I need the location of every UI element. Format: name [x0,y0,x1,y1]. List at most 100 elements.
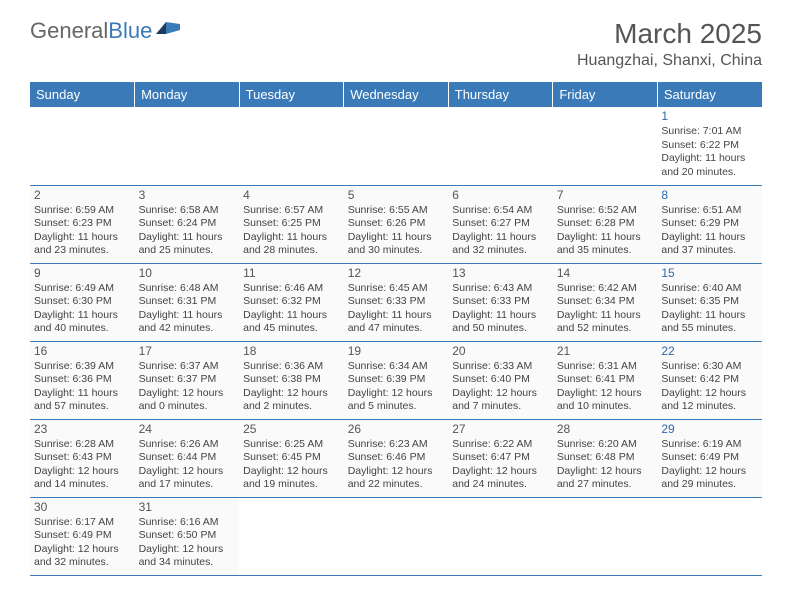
sunrise-text: Sunrise: 6:51 AM [661,204,758,217]
sunrise-text: Sunrise: 6:45 AM [348,282,445,295]
sunset-text: Sunset: 6:33 PM [348,295,445,308]
sunrise-text: Sunrise: 6:43 AM [452,282,549,295]
logo-text-1: General [30,18,108,44]
calendar-day-cell: 25Sunrise: 6:25 AMSunset: 6:45 PMDayligh… [239,419,344,497]
calendar-day-cell: 10Sunrise: 6:48 AMSunset: 6:31 PMDayligh… [135,263,240,341]
daylight-text: and 42 minutes. [139,322,236,335]
sunset-text: Sunset: 6:41 PM [557,373,654,386]
calendar-day-cell [553,107,658,185]
day-number: 1 [661,109,758,124]
sunrise-text: Sunrise: 6:33 AM [452,360,549,373]
daylight-text: and 55 minutes. [661,322,758,335]
calendar-day-cell: 29Sunrise: 6:19 AMSunset: 6:49 PMDayligh… [657,419,762,497]
sunset-text: Sunset: 6:30 PM [34,295,131,308]
sunset-text: Sunset: 6:35 PM [661,295,758,308]
daylight-text: Daylight: 11 hours [661,152,758,165]
day-number: 24 [139,422,236,437]
day-number: 3 [139,188,236,203]
calendar-day-cell [553,497,658,575]
calendar-day-cell: 16Sunrise: 6:39 AMSunset: 6:36 PMDayligh… [30,341,135,419]
daylight-text: Daylight: 11 hours [243,231,340,244]
daylight-text: and 50 minutes. [452,322,549,335]
sunrise-text: Sunrise: 6:49 AM [34,282,131,295]
sunset-text: Sunset: 6:37 PM [139,373,236,386]
daylight-text: Daylight: 12 hours [452,387,549,400]
daylight-text: and 28 minutes. [243,244,340,257]
sunrise-text: Sunrise: 6:25 AM [243,438,340,451]
sunrise-text: Sunrise: 6:59 AM [34,204,131,217]
day-number: 9 [34,266,131,281]
sunset-text: Sunset: 6:28 PM [557,217,654,230]
daylight-text: and 27 minutes. [557,478,654,491]
daylight-text: and 32 minutes. [34,556,131,569]
daylight-text: Daylight: 11 hours [139,231,236,244]
location: Huangzhai, Shanxi, China [577,52,762,70]
day-number: 11 [243,266,340,281]
sunset-text: Sunset: 6:29 PM [661,217,758,230]
sunrise-text: Sunrise: 6:48 AM [139,282,236,295]
calendar-day-cell: 7Sunrise: 6:52 AMSunset: 6:28 PMDaylight… [553,185,658,263]
daylight-text: and 40 minutes. [34,322,131,335]
day-number: 29 [661,422,758,437]
day-number: 30 [34,500,131,515]
day-number: 10 [139,266,236,281]
calendar-day-cell [448,107,553,185]
daylight-text: and 24 minutes. [452,478,549,491]
calendar-day-cell: 2Sunrise: 6:59 AMSunset: 6:23 PMDaylight… [30,185,135,263]
daylight-text: Daylight: 12 hours [243,465,340,478]
daylight-text: and 2 minutes. [243,400,340,413]
calendar-day-cell: 20Sunrise: 6:33 AMSunset: 6:40 PMDayligh… [448,341,553,419]
day-number: 15 [661,266,758,281]
day-header-row: Sunday Monday Tuesday Wednesday Thursday… [30,82,762,107]
calendar-day-cell: 31Sunrise: 6:16 AMSunset: 6:50 PMDayligh… [135,497,240,575]
calendar-week-row: 16Sunrise: 6:39 AMSunset: 6:36 PMDayligh… [30,341,762,419]
sunset-text: Sunset: 6:43 PM [34,451,131,464]
daylight-text: and 17 minutes. [139,478,236,491]
day-number: 19 [348,344,445,359]
daylight-text: Daylight: 12 hours [452,465,549,478]
daylight-text: Daylight: 11 hours [34,309,131,322]
sunrise-text: Sunrise: 6:23 AM [348,438,445,451]
sunrise-text: Sunrise: 6:42 AM [557,282,654,295]
day-number: 6 [452,188,549,203]
calendar-day-cell: 22Sunrise: 6:30 AMSunset: 6:42 PMDayligh… [657,341,762,419]
sunset-text: Sunset: 6:26 PM [348,217,445,230]
calendar-day-cell: 15Sunrise: 6:40 AMSunset: 6:35 PMDayligh… [657,263,762,341]
calendar-week-row: 30Sunrise: 6:17 AMSunset: 6:49 PMDayligh… [30,497,762,575]
calendar-day-cell [657,497,762,575]
calendar-day-cell: 23Sunrise: 6:28 AMSunset: 6:43 PMDayligh… [30,419,135,497]
calendar-day-cell: 8Sunrise: 6:51 AMSunset: 6:29 PMDaylight… [657,185,762,263]
sunset-text: Sunset: 6:47 PM [452,451,549,464]
daylight-text: and 29 minutes. [661,478,758,491]
daylight-text: Daylight: 12 hours [557,387,654,400]
sunset-text: Sunset: 6:40 PM [452,373,549,386]
calendar-day-cell: 18Sunrise: 6:36 AMSunset: 6:38 PMDayligh… [239,341,344,419]
daylight-text: Daylight: 11 hours [557,309,654,322]
day-number: 23 [34,422,131,437]
sunrise-text: Sunrise: 6:28 AM [34,438,131,451]
sunset-text: Sunset: 6:22 PM [661,139,758,152]
daylight-text: Daylight: 11 hours [34,231,131,244]
day-number: 7 [557,188,654,203]
calendar-day-cell: 17Sunrise: 6:37 AMSunset: 6:37 PMDayligh… [135,341,240,419]
day-header: Friday [553,82,658,107]
sunrise-text: Sunrise: 6:40 AM [661,282,758,295]
month-title: March 2025 [577,18,762,50]
day-header: Sunday [30,82,135,107]
daylight-text: Daylight: 11 hours [452,309,549,322]
calendar-day-cell: 1Sunrise: 7:01 AMSunset: 6:22 PMDaylight… [657,107,762,185]
title-block: March 2025 Huangzhai, Shanxi, China [577,18,762,70]
sunrise-text: Sunrise: 6:46 AM [243,282,340,295]
sunset-text: Sunset: 6:27 PM [452,217,549,230]
daylight-text: and 35 minutes. [557,244,654,257]
calendar-day-cell: 27Sunrise: 6:22 AMSunset: 6:47 PMDayligh… [448,419,553,497]
day-header: Saturday [657,82,762,107]
sunset-text: Sunset: 6:32 PM [243,295,340,308]
sunrise-text: Sunrise: 6:17 AM [34,516,131,529]
daylight-text: Daylight: 12 hours [34,465,131,478]
logo-flag-icon [156,18,182,44]
daylight-text: and 34 minutes. [139,556,236,569]
calendar-day-cell: 6Sunrise: 6:54 AMSunset: 6:27 PMDaylight… [448,185,553,263]
sunset-text: Sunset: 6:25 PM [243,217,340,230]
sunset-text: Sunset: 6:49 PM [661,451,758,464]
